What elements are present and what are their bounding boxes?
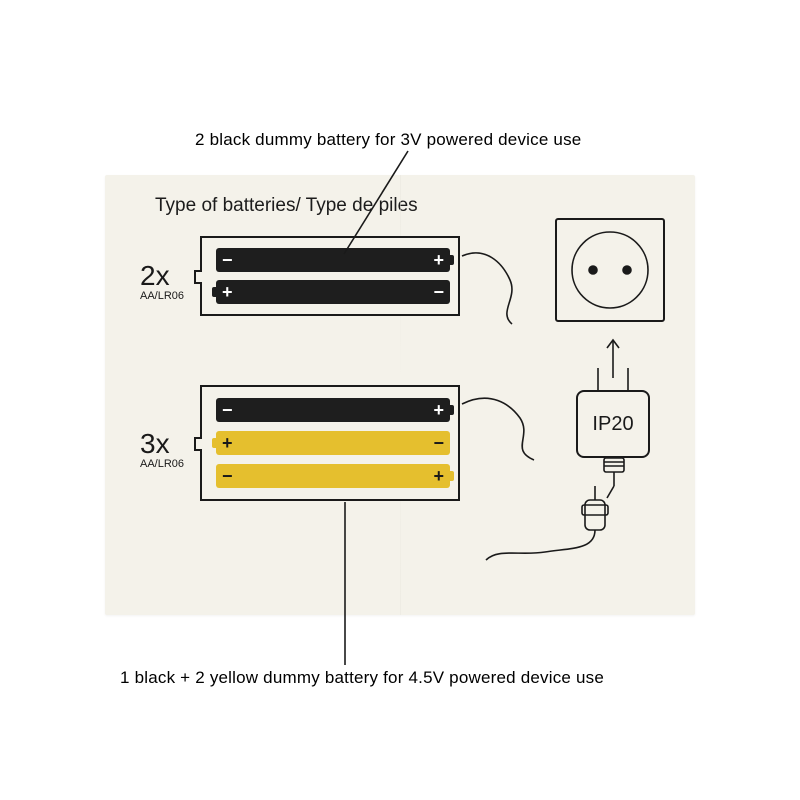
annotation-bottom: 1 black + 2 yellow dummy battery for 4.5…	[120, 668, 604, 688]
pole-minus: −	[433, 283, 444, 301]
battery-yellow: + −	[216, 431, 450, 455]
power-adapter-icon: IP20	[576, 390, 650, 458]
pole-minus: −	[433, 434, 444, 452]
pole-plus: +	[433, 467, 444, 485]
pole-plus: +	[222, 283, 233, 301]
adapter-label: IP20	[592, 413, 633, 436]
pole-plus: +	[222, 434, 233, 452]
count-label-3x: 3x AA/LR06	[140, 430, 184, 470]
pole-minus: −	[222, 467, 233, 485]
count-small: AA/LR06	[140, 290, 184, 302]
compartment-tab-icon	[194, 270, 202, 284]
compartment-2x: − + + −	[200, 236, 460, 316]
pole-plus: +	[433, 401, 444, 419]
count-small: AA/LR06	[140, 458, 184, 470]
compartment-3x: − + + − − +	[200, 385, 460, 501]
pole-plus: +	[433, 251, 444, 269]
count-big: 3x	[140, 430, 184, 458]
pole-minus: −	[222, 251, 233, 269]
count-big: 2x	[140, 262, 184, 290]
count-label-2x: 2x AA/LR06	[140, 262, 184, 302]
wall-outlet-icon	[555, 218, 665, 322]
pole-minus: −	[222, 401, 233, 419]
annotation-top: 2 black dummy battery for 3V powered dev…	[195, 130, 581, 150]
battery-black: + −	[216, 280, 450, 304]
stage: 2 black dummy battery for 3V powered dev…	[0, 0, 800, 800]
battery-yellow: − +	[216, 464, 450, 488]
battery-black: − +	[216, 248, 450, 272]
battery-black: − +	[216, 398, 450, 422]
compartment-tab-icon	[194, 437, 202, 451]
paper-title: Type of batteries/ Type de piles	[155, 195, 418, 217]
